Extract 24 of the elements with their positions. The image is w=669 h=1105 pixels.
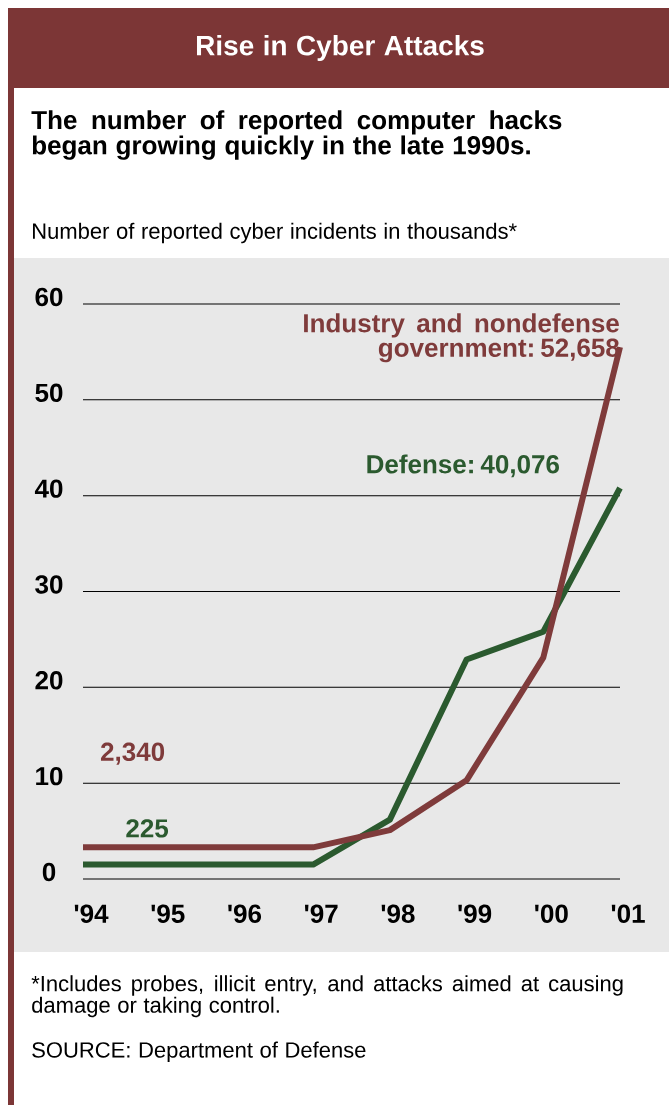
y-tick-label: 60 [35,287,63,307]
y-tick-label: 40 [34,479,63,498]
annotation: 2,340 [100,742,165,765]
annotation: Defense: 40,076 [367,454,559,478]
y-tick-label: 50 [35,383,63,403]
text: *Includes probes, illicit entry, and attacks aimed at causing damage or taking control. [31,975,623,1018]
y-axis-title: Number of reported cyber incidents in thousands* [33,222,517,244]
x-tick-label: '00 [535,904,568,923]
x-tick-label: '96 [228,904,262,923]
chart-title: Rise in Cyber Attacks [196,34,484,62]
annotation: 225 [126,819,169,838]
chart-subtitle: The number of reported computer hacks began growing quickly in the late 1990s. [31,110,562,160]
annotation: Industry and nondefense government: 52,658 [304,313,619,363]
x-tick-label: '01 [611,904,645,923]
x-tick-label: '95 [151,904,185,923]
x-tick-label: '94 [74,904,109,923]
y-tick-label: 20 [35,671,63,690]
x-tick-label: '97 [304,904,338,923]
y-tick-label: 30 [35,575,63,594]
y-tick-label: 10 [36,766,63,786]
y-tick-label: 0 [42,862,56,882]
source-note: SOURCE: Department of Defense [32,1041,366,1063]
x-tick-label: '99 [458,904,492,923]
x-tick-label: '98 [381,904,415,923]
